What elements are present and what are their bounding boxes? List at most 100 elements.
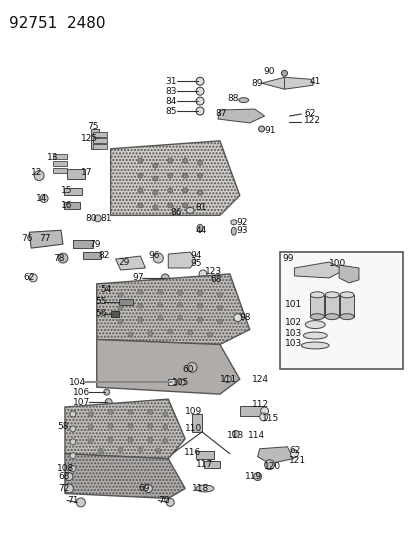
Circle shape — [34, 171, 44, 181]
Circle shape — [182, 203, 187, 208]
Circle shape — [197, 160, 202, 165]
Circle shape — [64, 484, 73, 493]
Polygon shape — [338, 265, 358, 283]
Bar — [64, 203, 80, 209]
Bar — [83, 252, 100, 259]
Circle shape — [167, 329, 172, 334]
Circle shape — [58, 253, 68, 263]
Text: 58: 58 — [57, 423, 68, 431]
Text: 120: 120 — [263, 462, 280, 471]
Circle shape — [76, 498, 85, 507]
Circle shape — [204, 276, 211, 284]
Circle shape — [259, 413, 267, 421]
Circle shape — [179, 379, 185, 385]
Circle shape — [290, 450, 298, 458]
Text: 77: 77 — [39, 233, 50, 243]
Ellipse shape — [94, 215, 101, 222]
Bar — [118, 299, 132, 305]
Bar — [310, 295, 323, 317]
Circle shape — [232, 430, 239, 438]
Ellipse shape — [196, 485, 214, 492]
Text: 102: 102 — [284, 318, 301, 327]
Text: 29: 29 — [118, 257, 130, 266]
Text: 106: 106 — [73, 387, 90, 397]
Circle shape — [167, 188, 172, 193]
Circle shape — [138, 447, 142, 452]
Circle shape — [199, 270, 206, 278]
Text: 124: 124 — [251, 375, 268, 384]
Circle shape — [88, 424, 93, 430]
Text: 72: 72 — [58, 484, 69, 493]
Circle shape — [152, 176, 157, 181]
Text: 91: 91 — [264, 126, 275, 135]
Circle shape — [196, 87, 204, 95]
Circle shape — [128, 409, 133, 415]
Text: 103: 103 — [284, 329, 301, 338]
Circle shape — [70, 439, 76, 445]
Circle shape — [162, 438, 167, 443]
Circle shape — [153, 253, 163, 263]
Circle shape — [167, 173, 172, 178]
Text: 56: 56 — [95, 309, 107, 318]
Text: 121: 121 — [289, 456, 306, 465]
Circle shape — [128, 423, 133, 429]
Polygon shape — [284, 77, 313, 89]
Circle shape — [167, 203, 172, 208]
Text: 71: 71 — [67, 496, 78, 505]
Text: 62: 62 — [304, 109, 315, 118]
Text: 31: 31 — [165, 77, 176, 86]
Ellipse shape — [231, 227, 236, 235]
Text: 108: 108 — [57, 464, 74, 473]
Circle shape — [152, 205, 157, 210]
Text: 44: 44 — [195, 226, 206, 235]
Text: 114: 114 — [247, 431, 264, 440]
Circle shape — [187, 330, 192, 335]
Text: 62: 62 — [23, 273, 35, 282]
Circle shape — [118, 292, 123, 297]
Ellipse shape — [325, 292, 338, 298]
Text: 119: 119 — [244, 472, 261, 481]
Polygon shape — [217, 109, 264, 123]
Circle shape — [258, 126, 264, 132]
Text: 81: 81 — [195, 203, 206, 212]
Text: 111: 111 — [219, 375, 237, 384]
Text: 41: 41 — [309, 77, 320, 86]
Text: 117: 117 — [196, 460, 213, 469]
Text: 109: 109 — [185, 407, 202, 416]
Text: 115: 115 — [261, 415, 278, 424]
Circle shape — [197, 190, 202, 195]
Circle shape — [197, 317, 202, 322]
Circle shape — [207, 332, 212, 337]
Text: 125: 125 — [81, 134, 98, 143]
Circle shape — [88, 411, 93, 416]
Text: 62: 62 — [289, 446, 300, 455]
Circle shape — [138, 303, 142, 308]
Circle shape — [161, 274, 169, 282]
Text: 92: 92 — [236, 218, 247, 227]
Ellipse shape — [197, 224, 202, 232]
Bar — [168, 379, 176, 385]
Text: 54: 54 — [100, 285, 112, 294]
Ellipse shape — [301, 342, 328, 349]
Ellipse shape — [310, 292, 323, 298]
Bar — [64, 188, 82, 196]
Polygon shape — [97, 340, 239, 394]
Text: 81: 81 — [100, 214, 112, 223]
Circle shape — [118, 319, 123, 324]
Circle shape — [253, 473, 261, 481]
Text: 14: 14 — [36, 194, 47, 203]
Circle shape — [196, 77, 204, 85]
Text: 79: 79 — [88, 240, 100, 249]
Circle shape — [157, 315, 162, 320]
Bar — [53, 161, 67, 166]
Text: 83: 83 — [165, 87, 176, 96]
Circle shape — [162, 411, 167, 416]
Bar — [93, 132, 107, 137]
Text: 123: 123 — [204, 268, 222, 277]
Text: 68: 68 — [58, 472, 69, 481]
Text: 69: 69 — [138, 484, 150, 493]
Text: 94: 94 — [190, 251, 201, 260]
Ellipse shape — [310, 314, 323, 320]
Ellipse shape — [305, 321, 325, 328]
Text: 70: 70 — [158, 496, 169, 505]
